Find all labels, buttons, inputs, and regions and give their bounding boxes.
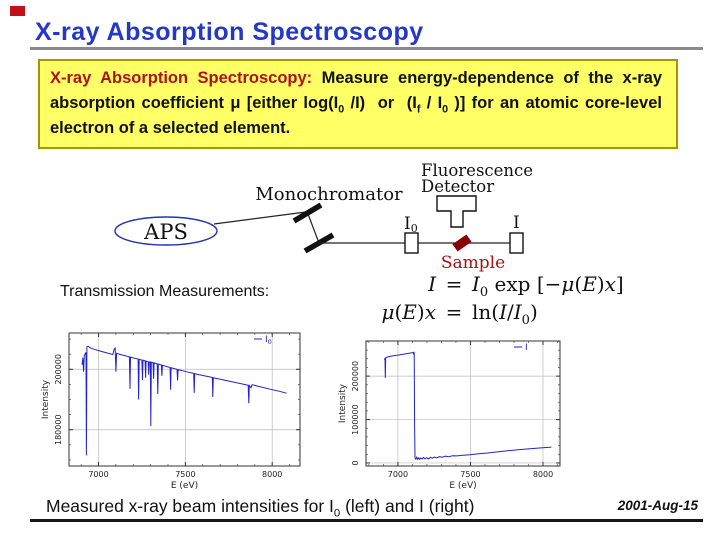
beamline-diagram: APS Monochromator I0 Fluorescence Detect… xyxy=(114,161,533,273)
plot-i0-intensity: 7000 7500 8000 180000 200000 E (eV) Intensity I… xyxy=(41,332,301,490)
sample-label: Sample xyxy=(441,253,505,273)
beam-line-incident xyxy=(213,211,307,225)
equations-block: I = I0 exp [−μ(E)x] μ(E)x = ln(I/I0) xyxy=(352,272,624,328)
plot-frame xyxy=(365,340,561,467)
i0-detector-label: I0 xyxy=(404,214,418,235)
aps-source-ellipse xyxy=(114,216,218,246)
y-tick-label: 180000 xyxy=(54,414,63,445)
y-tick-label: 100000 xyxy=(351,404,360,435)
x-tick-label: 8000 xyxy=(533,470,553,479)
slide-date: 2001-Aug-15 xyxy=(617,498,698,513)
x-tick-label: 7000 xyxy=(388,470,408,479)
monochromator-link-line xyxy=(307,213,320,244)
plot-frame xyxy=(68,332,301,467)
fluorescence-detector-shape xyxy=(436,195,477,228)
legend-label: I xyxy=(525,343,528,353)
i-detector-label: I xyxy=(513,213,520,233)
y-axis-label: Intensity xyxy=(41,379,51,419)
data-series-line xyxy=(81,345,287,456)
equation1-rhs: I0 exp [−μ(E)x] xyxy=(472,272,624,300)
sample-marker xyxy=(452,234,472,252)
y-axis-label: Intensity xyxy=(338,383,348,423)
y-tick-label: 200000 xyxy=(54,354,63,385)
x-tick-label: 7500 xyxy=(175,470,195,479)
title-underline xyxy=(30,47,703,50)
bottom-rule xyxy=(30,519,703,522)
monochromator-label: Monochromator xyxy=(255,184,403,205)
x-tick-label: 7500 xyxy=(460,470,480,479)
bottom-caption: Measured x-ray beam intensities for I0 (… xyxy=(46,496,475,520)
aps-label: APS xyxy=(143,220,188,244)
y-tick-label: 0 xyxy=(351,460,360,465)
monochromator-crystal-1 xyxy=(292,202,323,224)
page-title: X-ray Absorption Spectroscopy xyxy=(35,18,424,46)
fluorescence-label-line2: Detector xyxy=(421,177,494,196)
slide-corner-mark xyxy=(10,6,25,16)
x-axis-label: E (eV) xyxy=(171,481,198,490)
equation2-equals: = xyxy=(445,300,463,324)
y-tick-label: 200000 xyxy=(351,361,360,392)
fluorescence-label-line1: Fluorescence xyxy=(421,161,533,180)
i0-detector-box xyxy=(404,232,419,254)
data-series-line xyxy=(384,351,552,461)
equation1-equals: = xyxy=(445,272,463,296)
equation1-lhs: I xyxy=(428,272,436,296)
x-axis-label: E (eV) xyxy=(449,481,476,490)
i-detector-box xyxy=(509,232,524,254)
x-tick-label: 7000 xyxy=(88,470,108,479)
x-tick-label: 8000 xyxy=(262,470,282,479)
plot-i-intensity: 7000 7500 8000 0 100000 200000 E (eV) Intensity… xyxy=(338,340,561,490)
legend-label: I0 xyxy=(265,335,272,346)
equation2-lhs: μ(E)x xyxy=(381,300,436,324)
equation2-rhs: ln(I/I0) xyxy=(472,300,538,328)
transmission-measurements-label: Transmission Measurements: xyxy=(60,283,270,300)
definition-box: X-ray Absorption Spectroscopy: Measure e… xyxy=(38,59,678,150)
